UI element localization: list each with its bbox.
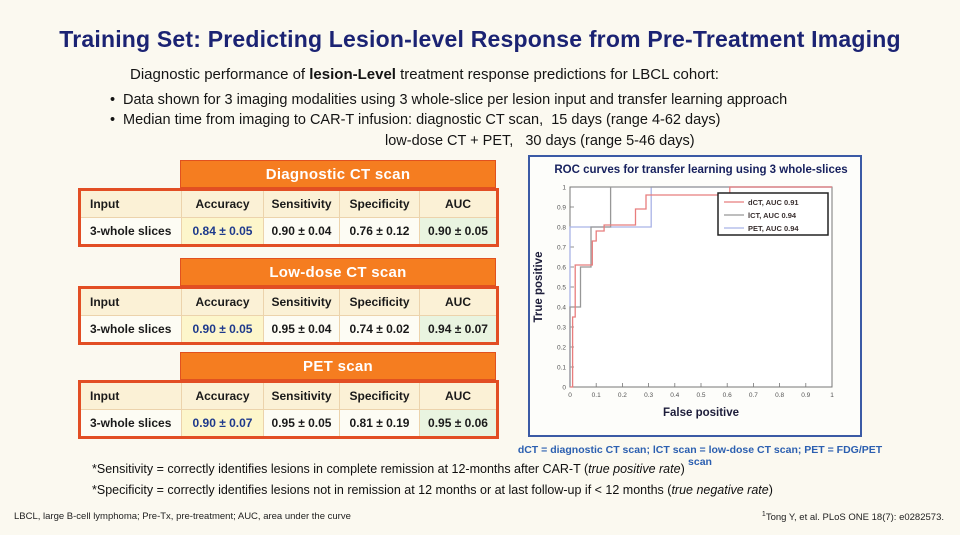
svg-text:0.6: 0.6 bbox=[557, 265, 566, 272]
cell-input: 3-whole slices bbox=[79, 315, 182, 344]
col-header-input: Input bbox=[79, 189, 182, 218]
cell-sensitivity: 0.90 ± 0.04 bbox=[263, 217, 340, 246]
svg-text:0.5: 0.5 bbox=[696, 392, 705, 399]
footer-abbreviations: LBCL, large B-cell lymphoma; Pre-Tx, pre… bbox=[14, 511, 351, 522]
bullet-modalities: • Data shown for 3 imaging modalities usi… bbox=[110, 92, 788, 108]
performance-table: Input Accuracy Sensitivity Specificity A… bbox=[78, 188, 499, 247]
svg-text:1: 1 bbox=[830, 392, 834, 399]
svg-text:0.6: 0.6 bbox=[723, 392, 732, 399]
svg-text:0.4: 0.4 bbox=[670, 392, 679, 399]
svg-text:0.1: 0.1 bbox=[592, 392, 601, 399]
col-header-sensitivity: Sensitivity bbox=[263, 287, 340, 316]
svg-text:0.8: 0.8 bbox=[557, 225, 566, 232]
col-header-accuracy: Accuracy bbox=[181, 287, 264, 316]
cell-specificity: 0.76 ± 0.12 bbox=[339, 217, 420, 246]
footnote-italic: true positive rate bbox=[588, 462, 681, 476]
svg-text:1: 1 bbox=[562, 185, 566, 192]
table-row: 3-whole slices 0.90 ± 0.05 0.95 ± 0.04 0… bbox=[79, 315, 498, 344]
svg-text:0.8: 0.8 bbox=[775, 392, 784, 399]
table-title-banner: PET scan bbox=[180, 352, 496, 380]
table-diagnostic-ct: Diagnostic CT scan Input Accuracy Sensit… bbox=[78, 160, 499, 247]
svg-text:0.3: 0.3 bbox=[644, 392, 653, 399]
reference-text: Tong Y, et al. PLoS ONE 18(7): e0282573. bbox=[765, 512, 944, 524]
roc-chart: ROC curves for transfer learning using 3… bbox=[533, 164, 848, 419]
svg-text:lCT, AUC 0.94: lCT, AUC 0.94 bbox=[748, 211, 797, 220]
table-header-row: Input Accuracy Sensitivity Specificity A… bbox=[79, 189, 498, 218]
svg-text:0: 0 bbox=[562, 385, 566, 392]
cell-sensitivity: 0.95 ± 0.05 bbox=[263, 409, 340, 438]
footer-reference: 1Tong Y, et al. PLoS ONE 18(7): e0282573… bbox=[762, 511, 944, 523]
performance-table: Input Accuracy Sensitivity Specificity A… bbox=[78, 380, 499, 439]
reference-superscript: 1 bbox=[761, 511, 766, 518]
table-title-banner: Low-dose CT scan bbox=[180, 258, 496, 286]
svg-text:PET, AUC 0.94: PET, AUC 0.94 bbox=[748, 224, 799, 233]
svg-text:0.9: 0.9 bbox=[557, 205, 566, 212]
roc-ylabel: True positive bbox=[533, 252, 545, 323]
cell-auc: 0.95 ± 0.06 bbox=[419, 409, 498, 438]
col-header-auc: AUC bbox=[419, 189, 498, 218]
cell-sensitivity: 0.95 ± 0.04 bbox=[263, 315, 340, 344]
col-header-accuracy: Accuracy bbox=[181, 189, 264, 218]
col-header-specificity: Specificity bbox=[339, 287, 420, 316]
col-header-input: Input bbox=[79, 381, 182, 410]
table-header-row: Input Accuracy Sensitivity Specificity A… bbox=[79, 287, 498, 316]
cell-auc: 0.90 ± 0.05 bbox=[419, 217, 498, 246]
table-pet: PET scan Input Accuracy Sensitivity Spec… bbox=[78, 352, 499, 439]
col-header-sensitivity: Sensitivity bbox=[263, 381, 340, 410]
roc-panel: ROC curves for transfer learning using 3… bbox=[528, 155, 862, 437]
table-row: 3-whole slices 0.84 ± 0.05 0.90 ± 0.04 0… bbox=[79, 217, 498, 246]
bullet-icon: • bbox=[110, 92, 116, 108]
roc-plot-area: 0 0.1 0.2 0.3 0.4 0.5 0.6 0.7 0.8 0.9 1 0 0.1 0.2 0.3 0… bbox=[557, 185, 834, 400]
intro-prefix: Diagnostic performance of bbox=[130, 66, 310, 83]
col-header-sensitivity: Sensitivity bbox=[263, 189, 340, 218]
cell-specificity: 0.74 ± 0.02 bbox=[339, 315, 420, 344]
svg-text:0.2: 0.2 bbox=[618, 392, 627, 399]
svg-text:0.3: 0.3 bbox=[557, 325, 566, 332]
svg-text:0.4: 0.4 bbox=[557, 305, 566, 312]
cell-accuracy: 0.90 ± 0.05 bbox=[181, 315, 264, 344]
cell-auc: 0.94 ± 0.07 bbox=[419, 315, 498, 344]
cell-input: 3-whole slices bbox=[79, 409, 182, 438]
table-header-row: Input Accuracy Sensitivity Specificity A… bbox=[79, 381, 498, 410]
svg-text:0.7: 0.7 bbox=[557, 245, 566, 252]
bullet-median-time: • Median time from imaging to CAR-T infus… bbox=[110, 112, 721, 128]
intro-suffix: treatment response predictions for LBCL … bbox=[395, 66, 719, 83]
col-header-specificity: Specificity bbox=[339, 381, 420, 410]
bullet-median-time-continued: low-dose CT + PET, 30 days (range 5-46 d… bbox=[385, 133, 695, 149]
col-header-input: Input bbox=[79, 287, 182, 316]
bullet-icon: • bbox=[110, 112, 116, 128]
footnote-specificity: *Specificity = correctly identifies lesi… bbox=[92, 483, 773, 497]
roc-title: ROC curves for transfer learning using 3… bbox=[554, 164, 847, 176]
col-header-auc: AUC bbox=[419, 381, 498, 410]
col-header-auc: AUC bbox=[419, 287, 498, 316]
roc-caption: dCT = diagnostic CT scan; lCT scan = low… bbox=[517, 444, 883, 468]
cell-input: 3-whole slices bbox=[79, 217, 182, 246]
svg-text:0.5: 0.5 bbox=[557, 285, 566, 292]
intro-line: Diagnostic performance of lesion-Level t… bbox=[130, 66, 719, 83]
intro-bold: lesion-Level bbox=[309, 66, 396, 83]
performance-table: Input Accuracy Sensitivity Specificity A… bbox=[78, 286, 499, 345]
footnote-sensitivity: *Sensitivity = correctly identifies lesi… bbox=[92, 462, 685, 476]
col-header-specificity: Specificity bbox=[339, 189, 420, 218]
svg-text:0.9: 0.9 bbox=[801, 392, 810, 399]
cell-accuracy: 0.90 ± 0.07 bbox=[181, 409, 264, 438]
slide-title: Training Set: Predicting Lesion-level Re… bbox=[59, 26, 901, 52]
svg-text:0.2: 0.2 bbox=[557, 345, 566, 352]
col-header-accuracy: Accuracy bbox=[181, 381, 264, 410]
cell-specificity: 0.81 ± 0.19 bbox=[339, 409, 420, 438]
svg-text:dCT, AUC 0.91: dCT, AUC 0.91 bbox=[748, 198, 799, 207]
table-low-dose-ct: Low-dose CT scan Input Accuracy Sensitiv… bbox=[78, 258, 499, 345]
cell-accuracy: 0.84 ± 0.05 bbox=[181, 217, 264, 246]
table-title-banner: Diagnostic CT scan bbox=[180, 160, 496, 188]
roc-xlabel: False positive bbox=[663, 407, 739, 419]
table-row: 3-whole slices 0.90 ± 0.07 0.95 ± 0.05 0… bbox=[79, 409, 498, 438]
svg-text:0: 0 bbox=[568, 392, 572, 399]
svg-text:0.1: 0.1 bbox=[557, 365, 566, 372]
svg-text:0.7: 0.7 bbox=[749, 392, 758, 399]
footnote-italic: true negative rate bbox=[671, 483, 769, 497]
